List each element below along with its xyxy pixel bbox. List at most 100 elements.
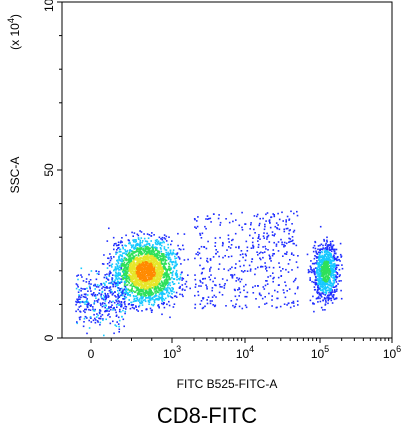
data-point — [108, 261, 111, 264]
data-point — [95, 286, 98, 288]
data-point — [134, 281, 136, 283]
data-point — [165, 267, 167, 270]
data-point — [144, 281, 146, 283]
data-point — [145, 267, 147, 269]
data-point — [134, 263, 136, 265]
data-point — [152, 286, 155, 288]
data-point — [252, 286, 254, 289]
data-point — [108, 275, 111, 277]
data-point — [219, 224, 221, 226]
data-point — [170, 296, 173, 298]
data-point — [130, 301, 133, 304]
data-point — [80, 296, 82, 299]
data-point — [143, 260, 146, 263]
data-point — [149, 244, 151, 247]
data-point — [135, 289, 138, 292]
data-point — [150, 255, 153, 258]
data-point — [282, 220, 284, 222]
data-point — [178, 278, 181, 281]
data-point — [168, 276, 170, 279]
data-point — [139, 282, 141, 284]
data-point — [125, 291, 127, 294]
data-point — [112, 285, 114, 288]
data-point — [228, 221, 231, 224]
data-point — [143, 285, 145, 288]
data-point — [157, 272, 159, 275]
data-point — [178, 248, 181, 250]
data-point — [124, 289, 126, 292]
data-point — [240, 278, 243, 281]
data-point — [97, 286, 100, 288]
data-point — [139, 245, 142, 247]
data-point — [80, 267, 83, 270]
data-point — [322, 290, 324, 292]
data-point — [334, 274, 336, 276]
data-point — [100, 283, 102, 285]
data-point — [125, 271, 128, 273]
data-point — [324, 280, 326, 282]
data-point — [163, 264, 165, 266]
data-point — [331, 302, 334, 304]
data-point — [324, 267, 326, 270]
data-point — [164, 259, 166, 262]
data-point — [264, 262, 266, 264]
data-point — [333, 250, 336, 253]
data-point — [285, 284, 287, 287]
data-point — [161, 255, 163, 258]
data-point — [313, 289, 316, 291]
data-point — [134, 265, 136, 267]
data-point — [321, 281, 324, 283]
data-point — [168, 287, 171, 289]
data-point — [222, 243, 224, 245]
data-point — [142, 281, 145, 283]
data-point — [110, 264, 113, 267]
data-point — [149, 262, 152, 265]
data-point — [318, 273, 320, 275]
data-point — [266, 238, 268, 240]
data-point — [326, 296, 328, 298]
data-point — [138, 279, 141, 282]
data-point — [127, 265, 130, 267]
data-point — [124, 281, 126, 284]
data-point — [75, 287, 78, 290]
data-point — [116, 264, 119, 267]
data-point — [117, 265, 119, 268]
data-point — [205, 247, 208, 250]
data-point — [275, 222, 278, 224]
data-point — [99, 317, 102, 320]
data-point — [84, 315, 87, 318]
data-point — [114, 291, 116, 293]
data-point — [152, 262, 155, 265]
data-point — [134, 277, 136, 280]
data-point — [121, 287, 123, 290]
data-point — [147, 251, 150, 254]
data-point — [99, 323, 101, 326]
data-point — [114, 274, 116, 277]
data-point — [320, 270, 323, 272]
x-tick-label: 106 — [383, 344, 401, 361]
data-point — [327, 256, 329, 258]
data-point — [149, 255, 152, 257]
data-point — [111, 266, 113, 268]
data-point — [170, 267, 173, 269]
data-point — [115, 277, 117, 280]
data-point — [122, 292, 124, 295]
data-point — [171, 280, 174, 283]
data-point — [277, 284, 280, 286]
data-point — [330, 264, 332, 266]
data-point — [209, 258, 212, 260]
data-point — [129, 294, 131, 296]
data-point — [215, 296, 217, 298]
data-point — [326, 236, 328, 239]
data-point — [320, 243, 323, 246]
data-point — [324, 299, 327, 302]
data-point — [321, 289, 323, 292]
data-point — [291, 236, 294, 238]
data-point — [156, 243, 158, 246]
data-point — [158, 293, 161, 296]
data-point — [141, 277, 143, 279]
data-point — [331, 272, 333, 275]
data-point — [156, 298, 159, 301]
data-point — [134, 291, 137, 293]
data-point — [109, 322, 112, 325]
